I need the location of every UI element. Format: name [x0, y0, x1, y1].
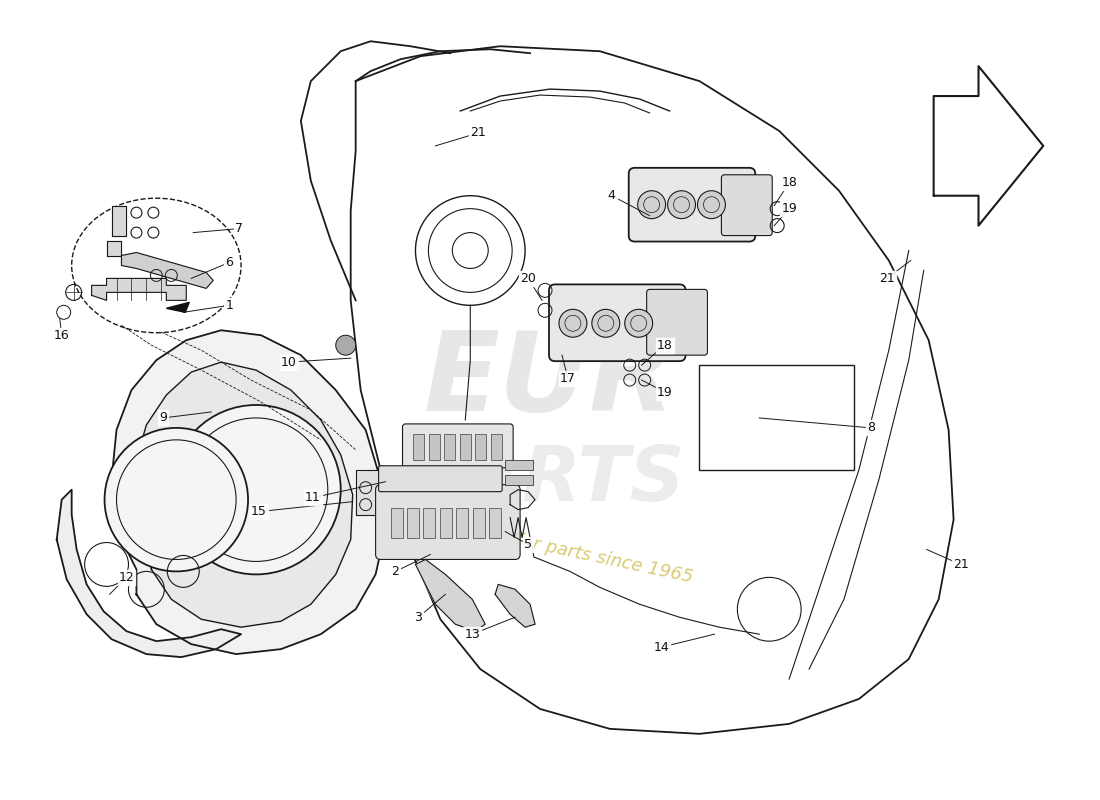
Text: 15: 15 — [251, 505, 267, 518]
FancyBboxPatch shape — [378, 466, 503, 492]
Bar — [414, 434, 425, 460]
FancyBboxPatch shape — [549, 285, 685, 361]
Polygon shape — [111, 330, 386, 654]
Text: 20: 20 — [520, 272, 536, 285]
Text: 17: 17 — [560, 371, 576, 385]
Text: 1: 1 — [226, 299, 233, 312]
Text: a passion for parts since 1965: a passion for parts since 1965 — [425, 513, 695, 586]
Bar — [505, 474, 534, 485]
FancyBboxPatch shape — [403, 424, 513, 468]
Circle shape — [104, 428, 249, 571]
Text: 21: 21 — [879, 272, 894, 285]
Polygon shape — [136, 362, 353, 627]
Text: 12: 12 — [119, 571, 134, 584]
Circle shape — [668, 190, 695, 218]
Text: PARTS: PARTS — [415, 442, 685, 517]
Bar — [444, 434, 455, 460]
Polygon shape — [121, 253, 213, 288]
Polygon shape — [91, 278, 186, 300]
Bar — [491, 434, 502, 460]
Bar — [473, 508, 485, 538]
FancyBboxPatch shape — [647, 290, 707, 355]
Bar — [456, 508, 469, 538]
Text: 18: 18 — [781, 176, 798, 190]
Text: 8: 8 — [867, 422, 875, 434]
Circle shape — [172, 405, 341, 574]
Bar — [407, 508, 419, 538]
Bar — [475, 434, 486, 460]
Bar — [505, 460, 534, 470]
Circle shape — [559, 310, 587, 338]
Polygon shape — [57, 490, 241, 657]
FancyBboxPatch shape — [722, 174, 772, 235]
FancyBboxPatch shape — [375, 485, 520, 559]
Bar — [429, 434, 440, 460]
Bar — [390, 508, 403, 538]
Circle shape — [625, 310, 652, 338]
Text: 9: 9 — [160, 411, 167, 425]
Bar — [355, 470, 390, 514]
Polygon shape — [111, 206, 126, 235]
Circle shape — [638, 190, 666, 218]
Text: 2: 2 — [392, 565, 399, 578]
Circle shape — [336, 335, 355, 355]
Polygon shape — [166, 302, 189, 312]
Text: 10: 10 — [280, 356, 297, 369]
Text: 19: 19 — [781, 202, 798, 215]
Text: 18: 18 — [657, 338, 672, 352]
Text: 21: 21 — [953, 558, 968, 571]
Polygon shape — [416, 559, 485, 631]
Circle shape — [697, 190, 725, 218]
Text: 11: 11 — [305, 491, 321, 504]
Text: 21: 21 — [471, 126, 486, 139]
Text: 19: 19 — [657, 386, 672, 398]
Bar — [700, 365, 854, 470]
Text: 4: 4 — [608, 190, 616, 202]
Polygon shape — [495, 584, 535, 627]
Bar — [424, 508, 436, 538]
Text: EUR: EUR — [425, 326, 675, 434]
Bar — [440, 508, 452, 538]
FancyBboxPatch shape — [629, 168, 756, 242]
Text: 3: 3 — [415, 610, 422, 624]
Text: 16: 16 — [54, 329, 69, 342]
Text: 6: 6 — [226, 256, 233, 269]
Bar — [460, 434, 471, 460]
Text: 13: 13 — [464, 628, 480, 641]
Text: 7: 7 — [235, 222, 243, 235]
Text: 5: 5 — [524, 538, 532, 551]
Circle shape — [592, 310, 619, 338]
Text: 14: 14 — [653, 641, 670, 654]
Bar — [490, 508, 502, 538]
Polygon shape — [107, 241, 121, 255]
